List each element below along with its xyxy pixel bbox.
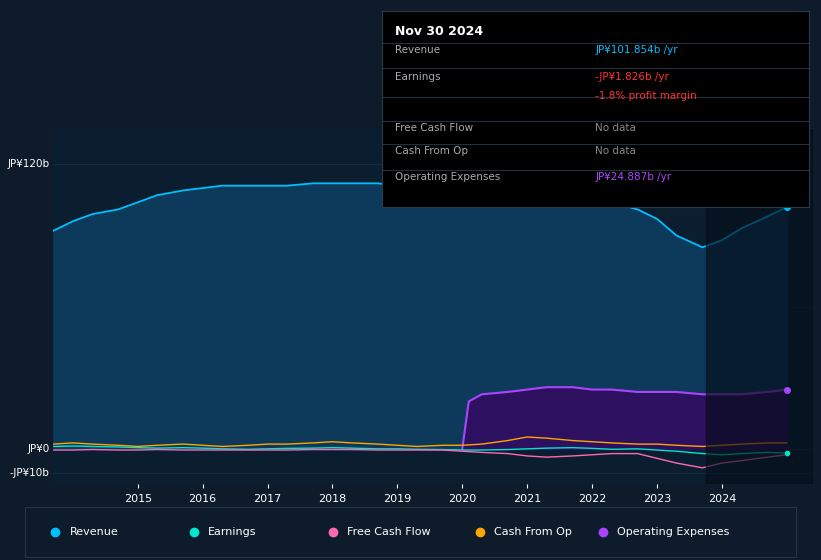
Text: Operating Expenses: Operating Expenses xyxy=(617,527,730,537)
Text: JP¥24.887b /yr: JP¥24.887b /yr xyxy=(595,172,672,182)
Text: Free Cash Flow: Free Cash Flow xyxy=(347,527,431,537)
Text: -JP¥1.826b /yr: -JP¥1.826b /yr xyxy=(595,72,669,82)
Text: Free Cash Flow: Free Cash Flow xyxy=(395,123,473,133)
Text: Nov 30 2024: Nov 30 2024 xyxy=(395,25,483,38)
Text: No data: No data xyxy=(595,123,636,133)
Text: Operating Expenses: Operating Expenses xyxy=(395,172,500,182)
Text: -1.8% profit margin: -1.8% profit margin xyxy=(595,91,697,101)
Text: -JP¥10b: -JP¥10b xyxy=(10,468,49,478)
Text: Cash From Op: Cash From Op xyxy=(494,527,571,537)
Text: Revenue: Revenue xyxy=(395,45,440,54)
Text: Revenue: Revenue xyxy=(70,527,118,537)
Text: Earnings: Earnings xyxy=(209,527,257,537)
Text: Earnings: Earnings xyxy=(395,72,440,82)
Text: No data: No data xyxy=(595,147,636,156)
Text: JP¥101.854b /yr: JP¥101.854b /yr xyxy=(595,45,678,54)
Bar xyxy=(706,129,813,484)
Text: Cash From Op: Cash From Op xyxy=(395,147,468,156)
Text: JP¥120b: JP¥120b xyxy=(7,160,49,169)
Text: JP¥0: JP¥0 xyxy=(27,444,49,454)
